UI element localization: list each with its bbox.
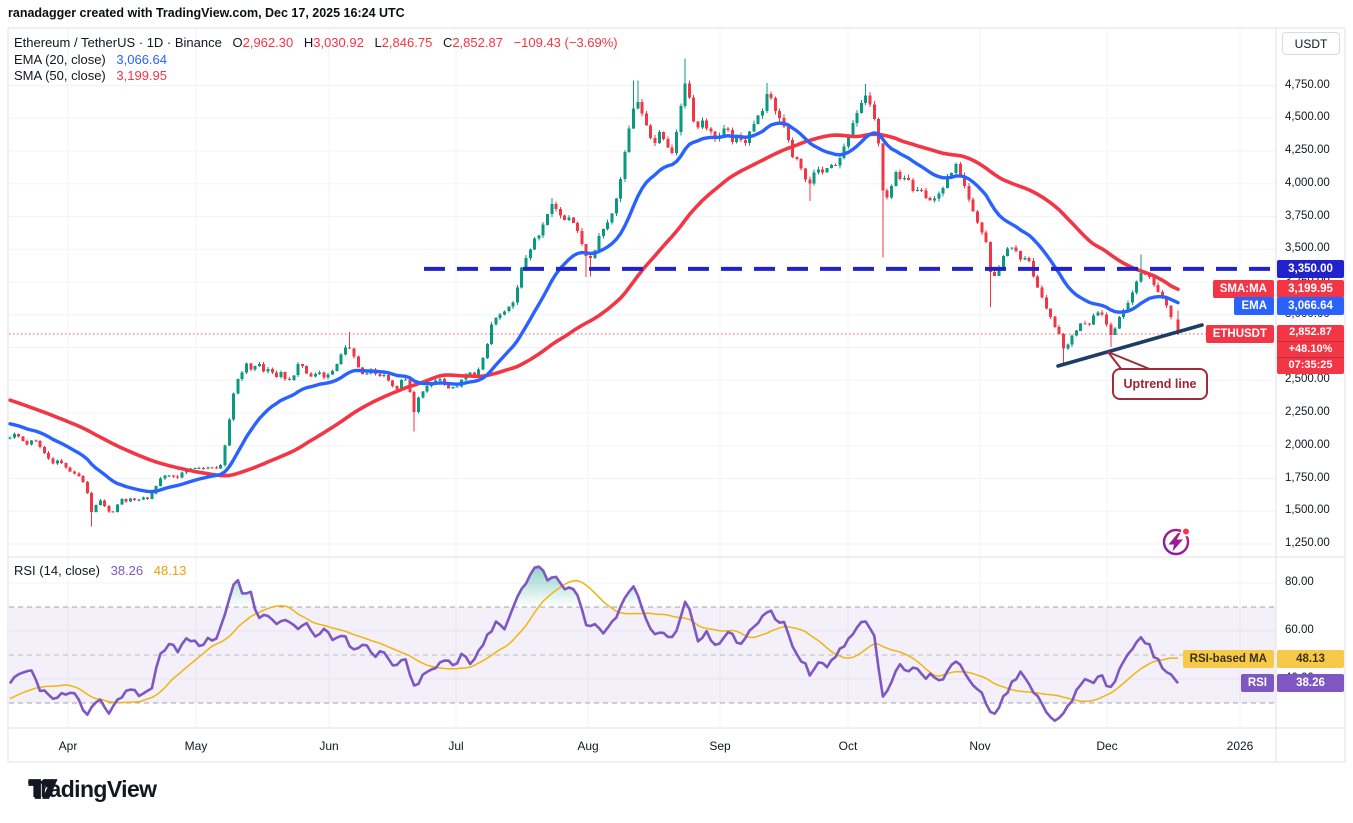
legend-row-sma: SMA (50, close) 3,199.95: [14, 68, 618, 85]
uptrend-line-callout[interactable]: Uptrend line: [1112, 368, 1208, 400]
ema20-line[interactable]: [8, 121, 1180, 494]
ema-value: 3,066.64: [116, 51, 167, 67]
sma50-line[interactable]: [8, 132, 1180, 478]
price-axis-tick: 1,750.00: [1285, 471, 1330, 484]
price-axis-tick: 2,500.00: [1285, 373, 1330, 386]
open-label: O: [232, 35, 243, 50]
bar-countdown: 07:35:25: [1277, 357, 1344, 374]
rsi-ma-axis-label: RSI-based MA: [1182, 650, 1274, 669]
symbol-legend: Ethereum / TetherUS · 1D · Binance O2,96…: [14, 35, 618, 85]
sma-axis-label: SMA:MA: [1212, 279, 1274, 298]
candlesticks: [8, 58, 1180, 527]
price-axis-tick: 3,500.00: [1285, 242, 1330, 255]
rsi-ma-line[interactable]: [9, 580, 1179, 704]
rsi-overbought-fill: [620, 586, 642, 607]
symbol-title[interactable]: Ethereum / TetherUS · 1D · Binance: [14, 35, 222, 50]
ema-price-badge: 3,066.64: [1277, 297, 1344, 316]
price-axis-tick: 2,250.00: [1285, 406, 1330, 418]
rsi-legend: RSI (14, close) 38.26 48.13: [14, 563, 186, 578]
close-label: C: [442, 35, 453, 50]
currency-toggle-button[interactable]: USDT: [1282, 32, 1340, 55]
legend-row-ema: EMA (20, close) 3,066.64: [14, 52, 618, 69]
price-axis-tick: 4,000.00: [1285, 176, 1330, 189]
time-axis-tick: May: [184, 739, 208, 753]
price-axis-tick: 2,000.00: [1285, 438, 1330, 451]
attribution-text: ranadagger created with TradingView.com,…: [8, 6, 405, 20]
time-axis-tick: Jul: [448, 739, 464, 753]
time-axis-tick: 2026: [1226, 739, 1254, 753]
time-axis-tick: Dec: [1096, 739, 1118, 753]
last-price: 2,852.87: [1289, 326, 1332, 339]
time-axis-tick: Nov: [969, 739, 991, 753]
gridlines: [9, 29, 1276, 728]
time-axis-tick: Oct: [838, 739, 858, 753]
rsi-line[interactable]: [8, 565, 1180, 722]
sma-price-badge: 3,199.95: [1277, 279, 1344, 298]
time-axis-tick: Sep: [709, 739, 731, 753]
last-price-badge: 2,852.87 +48.10% 07:35:25: [1277, 325, 1344, 374]
tradingview-logo[interactable]: TradingView: [28, 776, 157, 803]
rsi-axis-tick: 60.00: [1285, 624, 1314, 636]
low-value: 2,846.75: [381, 35, 433, 50]
low-label: L: [374, 35, 382, 50]
rsi-axis-label: RSI: [1240, 674, 1274, 693]
price-axis-tick: 1,250.00: [1285, 537, 1330, 549]
last-price-change: +48.10%: [1277, 340, 1344, 358]
high-label: H: [303, 35, 314, 50]
sma-value: 3,199.95: [116, 68, 167, 83]
sma-label[interactable]: SMA (50, close): [14, 68, 106, 83]
ema-axis-label: EMA: [1234, 297, 1274, 316]
rsi-ma-value: 48.13: [153, 563, 187, 578]
tradingview-logo-icon: [28, 779, 58, 799]
price-axis-tick: 4,500.00: [1285, 111, 1330, 124]
price-axis-tick: 3,750.00: [1285, 209, 1330, 222]
level-price-badge: 3,350.00: [1277, 259, 1344, 278]
ema-label[interactable]: EMA (20, close): [14, 51, 106, 67]
open-value: 2,962.30: [242, 35, 294, 50]
rsi-value: 38.26: [110, 563, 144, 578]
callout-text: Uptrend line: [1123, 377, 1197, 391]
time-axis-tick: Jun: [319, 739, 339, 753]
rsi-indicator-label[interactable]: RSI (14, close): [14, 563, 100, 578]
close-value: 2,852.87: [452, 35, 503, 50]
rsi-ma-value-badge: 48.13: [1277, 650, 1344, 669]
legend-row-main: Ethereum / TetherUS · 1D · Binance O2,96…: [14, 35, 618, 52]
rsi-axis-tick: 80.00: [1285, 576, 1314, 588]
high-value: 3,030.92: [313, 35, 364, 50]
price-axis-tick: 4,750.00: [1285, 78, 1330, 91]
price-axis-tick: 4,250.00: [1285, 144, 1330, 156]
change-value: −109.43 (−3.69%): [513, 35, 618, 50]
symbol-axis-label: ETHUSDT: [1205, 325, 1274, 344]
time-axis-tick: Apr: [58, 739, 78, 753]
uptrend-trendline[interactable]: [1056, 323, 1204, 368]
time-axis-tick: Aug: [577, 739, 599, 753]
rsi-value-badge: 38.26: [1277, 674, 1344, 693]
price-axis-tick: 1,500.00: [1285, 504, 1330, 517]
